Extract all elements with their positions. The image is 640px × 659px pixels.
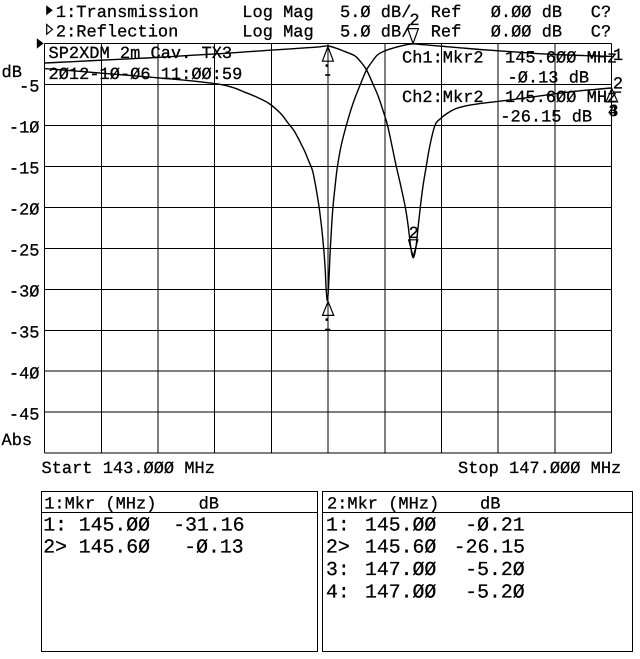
svg-text:dB: dB: [2, 64, 22, 83]
svg-text:2: 2: [613, 76, 623, 95]
svg-text:2>: 2>: [326, 536, 350, 558]
svg-text:Ø.ØØ dB: Ø.ØØ dB: [491, 4, 562, 23]
svg-text:1:: 1:: [326, 515, 350, 537]
svg-text:-31.16: -31.16: [173, 515, 244, 537]
svg-text:Ref: Ref: [431, 4, 462, 23]
svg-text:-45: -45: [9, 406, 40, 425]
svg-text:1:Transmission: 1:Transmission: [56, 4, 199, 23]
svg-text:Ch2:Mkr2: Ch2:Mkr2: [402, 89, 484, 108]
svg-text:5.Ø dB/: 5.Ø dB/: [340, 24, 411, 43]
svg-text:145.6ØØ MHz: 145.6ØØ MHz: [505, 50, 617, 69]
svg-text:Ø.ØØ dB: Ø.ØØ dB: [491, 24, 562, 43]
svg-text:Start 143.ØØØ MHz: Start 143.ØØØ MHz: [42, 460, 215, 479]
svg-text:dB: dB: [480, 496, 500, 515]
svg-text:5.Ø dB/: 5.Ø dB/: [340, 4, 411, 23]
svg-text:-Ø.13: -Ø.13: [184, 536, 243, 558]
svg-text:-5.2Ø: -5.2Ø: [465, 559, 524, 581]
svg-text:147.ØØ: 147.ØØ: [365, 582, 436, 604]
svg-text:2>: 2>: [43, 536, 67, 558]
svg-text:2:Reflection: 2:Reflection: [56, 24, 178, 43]
svg-text:Log Mag: Log Mag: [242, 4, 313, 23]
svg-text:-26.15: -26.15: [454, 536, 525, 558]
svg-text:-Ø.21: -Ø.21: [465, 515, 524, 537]
svg-text:4:: 4:: [326, 582, 350, 604]
svg-text:145.6Ø: 145.6Ø: [365, 536, 436, 558]
svg-text:-5.2Ø: -5.2Ø: [465, 582, 524, 604]
svg-text:-1Ø: -1Ø: [9, 119, 40, 138]
svg-text:Stop 147.ØØØ MHz: Stop 147.ØØØ MHz: [458, 460, 621, 479]
svg-text:Abs: Abs: [2, 432, 33, 451]
svg-text:145.ØØ: 145.ØØ: [79, 515, 150, 537]
svg-text:1: 1: [613, 47, 623, 66]
svg-text:145.6Ø: 145.6Ø: [79, 536, 150, 558]
svg-text:145.ØØ: 145.ØØ: [365, 515, 436, 537]
svg-text:-15: -15: [9, 160, 40, 179]
svg-text:2Ø12-1Ø-Ø6 11:ØØ:59: 2Ø12-1Ø-Ø6 11:ØØ:59: [49, 66, 243, 85]
svg-text:C?: C?: [591, 24, 611, 43]
svg-text:2:Mkr (MHz): 2:Mkr (MHz): [327, 496, 439, 515]
svg-text:SP2XDM 2m Cav. TX3: SP2XDM 2m Cav. TX3: [49, 45, 233, 64]
svg-text:3: 3: [608, 103, 618, 122]
svg-text:3:: 3:: [326, 559, 350, 581]
svg-text:-Ø.13 dB: -Ø.13 dB: [508, 70, 590, 89]
svg-text:dB: dB: [199, 496, 219, 515]
svg-text:2: 2: [409, 225, 419, 244]
svg-text:C?: C?: [591, 4, 611, 23]
svg-text:Ch1:Mkr2: Ch1:Mkr2: [402, 50, 484, 69]
svg-text:-3Ø: -3Ø: [9, 283, 40, 302]
svg-text:-5: -5: [19, 78, 39, 97]
svg-text:147.ØØ: 147.ØØ: [365, 559, 436, 581]
svg-text:1:: 1:: [43, 515, 67, 537]
svg-text:-25: -25: [9, 242, 40, 261]
svg-text:Log Mag: Log Mag: [242, 24, 313, 43]
svg-text:1:Mkr (MHz): 1:Mkr (MHz): [44, 496, 156, 515]
svg-text:145.6ØØ MHz: 145.6ØØ MHz: [505, 89, 617, 108]
svg-text:4: 4: [608, 103, 618, 122]
svg-text:-35: -35: [9, 324, 40, 343]
svg-text:Ref: Ref: [431, 24, 462, 43]
svg-text:2: 2: [409, 12, 419, 31]
svg-text:-4Ø: -4Ø: [9, 365, 40, 384]
svg-text:-26.15 dB: -26.15 dB: [500, 109, 592, 128]
svg-text:-2Ø: -2Ø: [9, 201, 40, 220]
